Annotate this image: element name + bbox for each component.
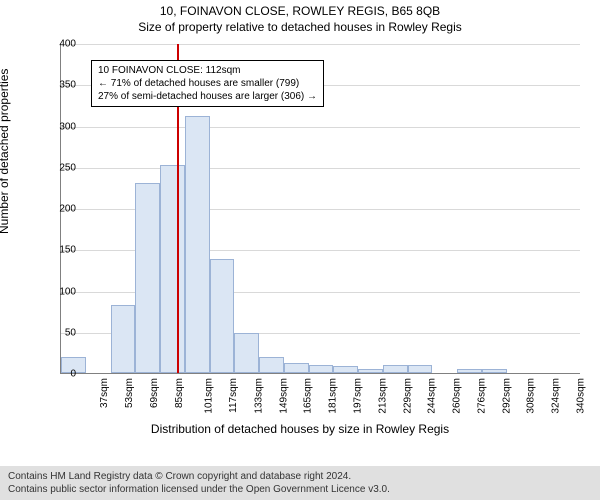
histogram-bar — [160, 165, 185, 373]
histogram-bar — [135, 183, 160, 373]
histogram-bar — [284, 363, 309, 373]
y-tick-label: 100 — [46, 286, 76, 297]
chart-area: Number of detached properties 10 FOINAVO… — [0, 34, 600, 434]
x-tick-label: 117sqm — [228, 378, 239, 413]
x-tick-label: 229sqm — [402, 378, 413, 414]
x-tick-label: 197sqm — [353, 378, 364, 414]
histogram-bar — [383, 365, 408, 373]
x-tick-label: 340sqm — [575, 378, 586, 414]
histogram-bar — [333, 366, 358, 373]
x-tick-label: 276sqm — [476, 378, 487, 414]
title-sub: Size of property relative to detached ho… — [0, 20, 600, 34]
y-tick-label: 150 — [46, 245, 76, 256]
x-tick-label: 69sqm — [149, 378, 160, 408]
y-tick-label: 0 — [46, 369, 76, 380]
histogram-bar — [185, 116, 210, 373]
annotation-line2: ← 71% of detached houses are smaller (79… — [98, 77, 317, 90]
x-axis-label: Distribution of detached houses by size … — [0, 422, 600, 436]
histogram-bar — [358, 369, 383, 373]
y-tick-label: 50 — [46, 327, 76, 338]
y-tick-label: 350 — [46, 80, 76, 91]
histogram-bar — [259, 357, 284, 374]
x-tick-label: 213sqm — [377, 378, 388, 414]
footer-line1: Contains HM Land Registry data © Crown c… — [8, 470, 592, 483]
x-tick-label: 133sqm — [254, 378, 265, 414]
y-axis-label: Number of detached properties — [0, 69, 11, 234]
annotation-line1: 10 FOINAVON CLOSE: 112sqm — [98, 64, 317, 77]
annotation-box: 10 FOINAVON CLOSE: 112sqm ← 71% of detac… — [91, 60, 324, 107]
grid-line — [61, 44, 580, 45]
y-tick-label: 400 — [46, 39, 76, 50]
x-tick-label: 53sqm — [124, 378, 135, 408]
histogram-bar — [111, 305, 136, 373]
histogram-bar — [309, 365, 334, 373]
histogram-bar — [482, 369, 507, 373]
x-tick-label: 165sqm — [303, 378, 314, 414]
x-tick-label: 181sqm — [328, 378, 339, 414]
histogram-bar — [210, 259, 235, 373]
histogram-bar — [457, 369, 482, 373]
y-tick-label: 300 — [46, 121, 76, 132]
x-tick-label: 85sqm — [174, 378, 185, 408]
x-tick-label: 292sqm — [501, 378, 512, 414]
footer-line2: Contains public sector information licen… — [8, 483, 592, 496]
grid-line — [61, 168, 580, 169]
x-tick-label: 324sqm — [551, 378, 562, 414]
x-tick-label: 244sqm — [427, 378, 438, 414]
x-tick-label: 149sqm — [278, 378, 289, 414]
y-tick-label: 250 — [46, 162, 76, 173]
footer: Contains HM Land Registry data © Crown c… — [0, 466, 600, 500]
histogram-bar — [408, 365, 433, 373]
title-main: 10, FOINAVON CLOSE, ROWLEY REGIS, B65 8Q… — [0, 4, 600, 18]
x-tick-label: 260sqm — [452, 378, 463, 414]
annotation-line3: 27% of semi-detached houses are larger (… — [98, 90, 317, 103]
grid-line — [61, 127, 580, 128]
x-tick-label: 37sqm — [99, 378, 110, 408]
histogram-bar — [234, 333, 259, 373]
x-tick-label: 308sqm — [526, 378, 537, 414]
x-tick-label: 101sqm — [204, 378, 215, 414]
y-tick-label: 200 — [46, 204, 76, 215]
plot-area: 10 FOINAVON CLOSE: 112sqm ← 71% of detac… — [60, 44, 580, 374]
